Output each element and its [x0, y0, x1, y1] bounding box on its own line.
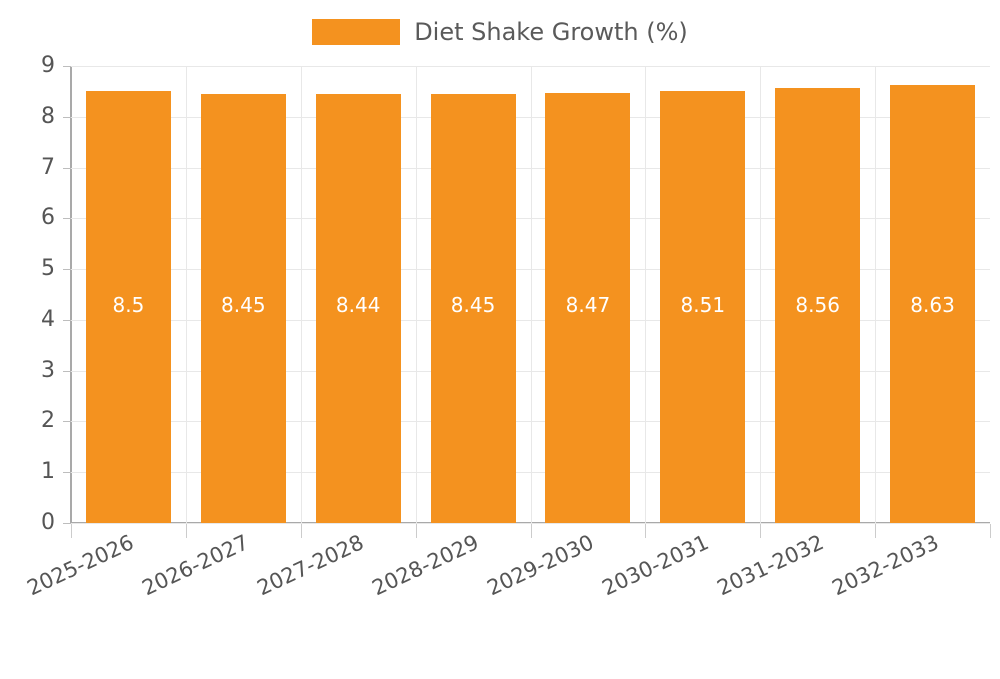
- bar-value-label: 8.47: [565, 292, 611, 317]
- bar[interactable]: [315, 94, 401, 523]
- bar[interactable]: [775, 88, 861, 523]
- bar-value-label: 8.5: [112, 292, 145, 317]
- x-axis-tick-mark: [875, 524, 877, 538]
- bar-value-label: 8.63: [910, 292, 955, 317]
- bar[interactable]: [200, 93, 286, 523]
- gridline-vertical: [645, 66, 647, 523]
- bar-value-label: 8.56: [795, 292, 840, 317]
- y-axis-tick-label: 8: [41, 103, 55, 129]
- legend-swatch-icon: [312, 19, 401, 45]
- y-axis-tick-mark: [63, 116, 71, 118]
- plot-area: 8.5 8.45 8.44 8.45 8.47 8.51 8.56 8.63: [71, 66, 990, 524]
- y-axis-tick-mark: [63, 66, 71, 67]
- x-axis-tick-mark: [415, 524, 417, 538]
- y-axis-tick-mark: [63, 472, 71, 474]
- x-axis-tick-mark: [645, 524, 647, 538]
- gridline-vertical: [300, 66, 302, 523]
- gridline-vertical: [875, 66, 877, 523]
- y-axis-tick-label: 9: [41, 53, 55, 78]
- bar[interactable]: [545, 92, 631, 523]
- x-axis-tick-mark: [530, 524, 532, 538]
- y-axis-tick-mark: [63, 523, 71, 524]
- bar-value-label: 8.51: [680, 292, 726, 317]
- y-axis-tick-mark: [63, 218, 71, 220]
- y-axis-tick-label: 0: [41, 510, 55, 535]
- x-axis-tick-mark: [760, 524, 762, 538]
- y-axis-tick-mark: [63, 167, 71, 169]
- x-axis-tick-mark: [300, 524, 302, 538]
- y-axis-tick-mark: [63, 319, 71, 321]
- gridline-vertical: [415, 66, 417, 523]
- bar[interactable]: [890, 84, 976, 523]
- bar[interactable]: [85, 91, 171, 523]
- bar-value-label: 8.44: [335, 292, 381, 317]
- legend-item-diet-shake-growth[interactable]: Diet Shake Growth (%): [312, 19, 688, 45]
- y-axis-tick-mark: [63, 269, 71, 271]
- gridline-vertical: [185, 66, 187, 523]
- y-axis-tick-label: 7: [41, 154, 55, 180]
- y-axis-tick-label: 2: [41, 408, 55, 434]
- y-axis-line: [70, 66, 72, 524]
- x-axis-tick-mark: [185, 524, 187, 538]
- bar[interactable]: [660, 90, 746, 523]
- x-axis-tick-mark: [71, 524, 72, 538]
- gridline-horizontal: [71, 523, 990, 524]
- chart-legend: Diet Shake Growth (%): [0, 12, 1000, 52]
- y-axis-tick-label: 4: [41, 306, 55, 332]
- y-axis-tick-label: 6: [41, 205, 55, 231]
- y-axis-tick-mark: [63, 370, 71, 372]
- bar[interactable]: [430, 93, 516, 523]
- bar-chart: Diet Shake Growth (%) 8.5 8.45 8.44 8.45 8.4…: [0, 12, 1000, 601]
- legend-item-label: Diet Shake Growth (%): [414, 18, 688, 46]
- y-axis-tick-label: 1: [41, 459, 55, 485]
- x-axis-tick-mark: [990, 524, 991, 538]
- gridline-vertical: [760, 66, 762, 523]
- y-axis-tick-mark: [63, 421, 71, 423]
- y-axis-tick-label: 3: [41, 357, 55, 383]
- gridline-vertical: [530, 66, 532, 523]
- bar-value-label: 8.45: [450, 292, 496, 317]
- y-axis-tick-label: 5: [41, 256, 55, 282]
- bar-value-label: 8.45: [221, 292, 266, 317]
